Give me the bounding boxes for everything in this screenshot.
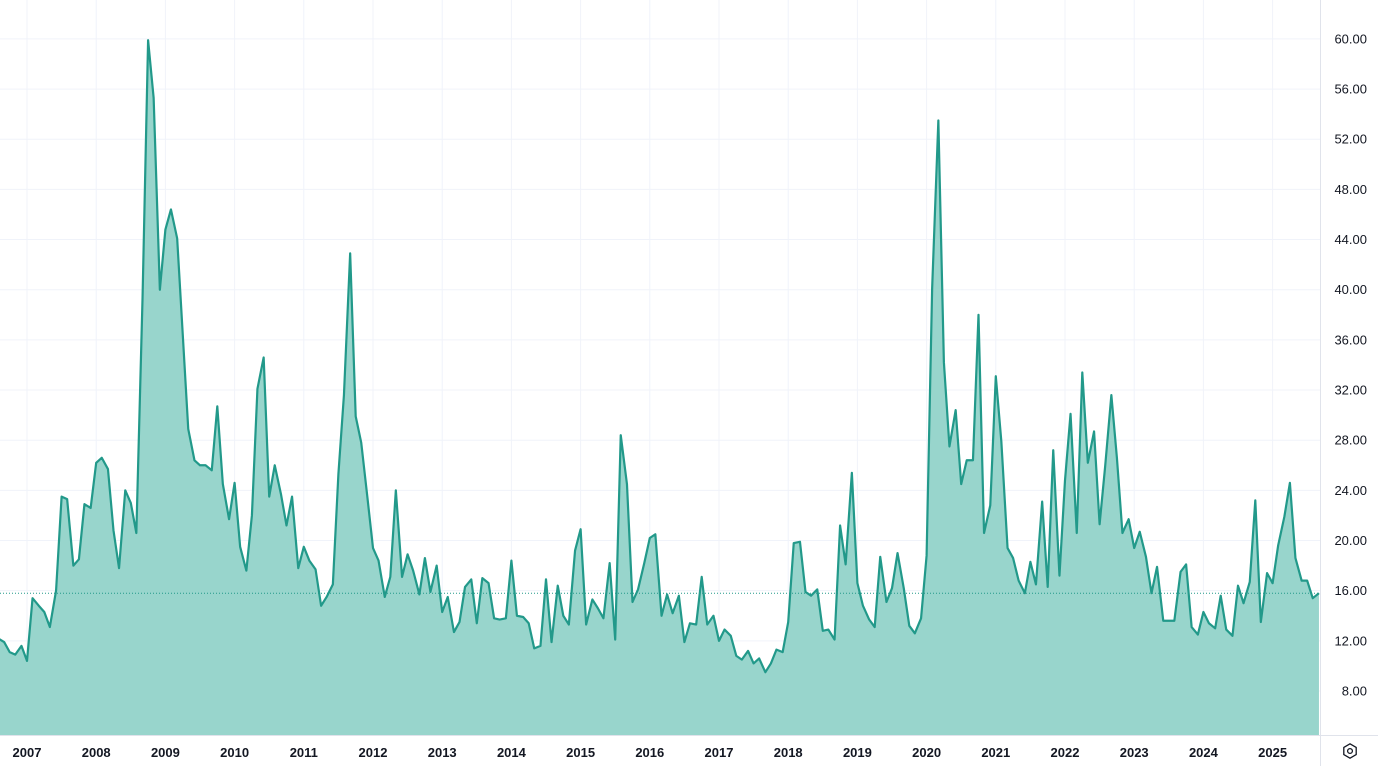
x-tick-label: 2024 bbox=[1189, 745, 1219, 760]
x-tick-label: 2014 bbox=[497, 745, 527, 760]
y-tick-label: 32.00 bbox=[1334, 383, 1367, 398]
x-tick-label: 2018 bbox=[774, 745, 803, 760]
y-tick-label: 8.00 bbox=[1342, 684, 1367, 699]
y-tick-label: 20.00 bbox=[1334, 533, 1367, 548]
x-tick-label: 2019 bbox=[843, 745, 872, 760]
x-tick-label: 2008 bbox=[82, 745, 111, 760]
x-tick-label: 2015 bbox=[566, 745, 595, 760]
x-tick-label: 2017 bbox=[705, 745, 734, 760]
y-tick-label: 24.00 bbox=[1334, 483, 1367, 498]
settings-hexagon-icon bbox=[1343, 743, 1357, 759]
x-tick-label: 2023 bbox=[1120, 745, 1149, 760]
x-tick-label: 2009 bbox=[151, 745, 180, 760]
x-tick-label: 2012 bbox=[359, 745, 388, 760]
x-tick-label: 2020 bbox=[912, 745, 941, 760]
x-tick-label: 2011 bbox=[290, 745, 318, 760]
y-tick-label: 52.00 bbox=[1334, 132, 1367, 147]
y-tick-label: 44.00 bbox=[1334, 232, 1367, 247]
x-tick-label: 2013 bbox=[428, 745, 457, 760]
y-tick-label: 16.00 bbox=[1334, 583, 1367, 598]
plot-area[interactable] bbox=[0, 39, 1320, 735]
y-tick-label: 40.00 bbox=[1334, 282, 1367, 297]
x-tick-label: 2010 bbox=[220, 745, 249, 760]
x-tick-label: 2022 bbox=[1051, 745, 1080, 760]
y-tick-label: 60.00 bbox=[1334, 31, 1367, 46]
y-tick-label: 28.00 bbox=[1334, 433, 1367, 448]
y-tick-label: 48.00 bbox=[1334, 182, 1367, 197]
x-tick-label: 2021 bbox=[981, 745, 1010, 760]
x-tick-label: 2025 bbox=[1258, 745, 1287, 760]
chart-settings-button[interactable] bbox=[1338, 740, 1362, 762]
area-fill bbox=[0, 40, 1319, 735]
series-line[interactable] bbox=[0, 39, 1320, 674]
y-tick-label: 12.00 bbox=[1334, 633, 1367, 648]
x-tick-label: 2016 bbox=[635, 745, 664, 760]
x-tick-label: 2007 bbox=[13, 745, 42, 760]
y-tick-label: 36.00 bbox=[1334, 332, 1367, 347]
y-tick-label: 56.00 bbox=[1334, 82, 1367, 97]
